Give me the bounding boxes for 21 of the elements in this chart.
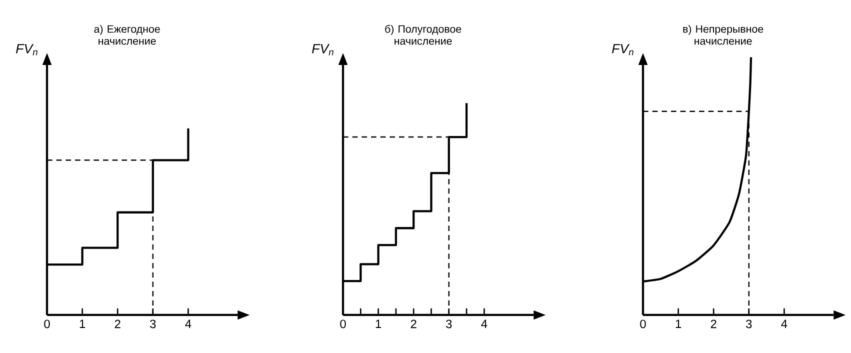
x-tick-label: 0 [640, 320, 646, 328]
chart-title: в) Непрерывное начисление [683, 24, 764, 45]
x-tick-label: 4 [781, 320, 788, 328]
x-tick-label: 2 [710, 320, 716, 328]
x-tick-label: 1 [376, 320, 382, 328]
x-tick-label: 4 [481, 320, 488, 328]
x-tick-label: 2 [114, 320, 120, 328]
x-tick-label: 3 [150, 320, 156, 328]
x-tick-label: 3 [446, 320, 452, 328]
x-tick-label: 2 [410, 320, 416, 328]
y-axis-title: FV$_{n}$ [612, 44, 634, 56]
chart-title: б) Полугодовое начисление [385, 24, 462, 45]
y-axis-title: FV$_{n}$ [16, 44, 38, 56]
x-tick-label: 4 [185, 320, 192, 328]
y-axis-title: FV$_{n}$ [312, 44, 334, 56]
x-tick-label: 3 [746, 320, 752, 328]
chart-title: а) Ежегодное начисление [94, 24, 160, 45]
x-tick-label: 0 [44, 320, 50, 328]
x-tick-label: 0 [340, 320, 346, 328]
x-tick-label: 1 [80, 320, 86, 328]
x-tick-label: 1 [676, 320, 682, 328]
